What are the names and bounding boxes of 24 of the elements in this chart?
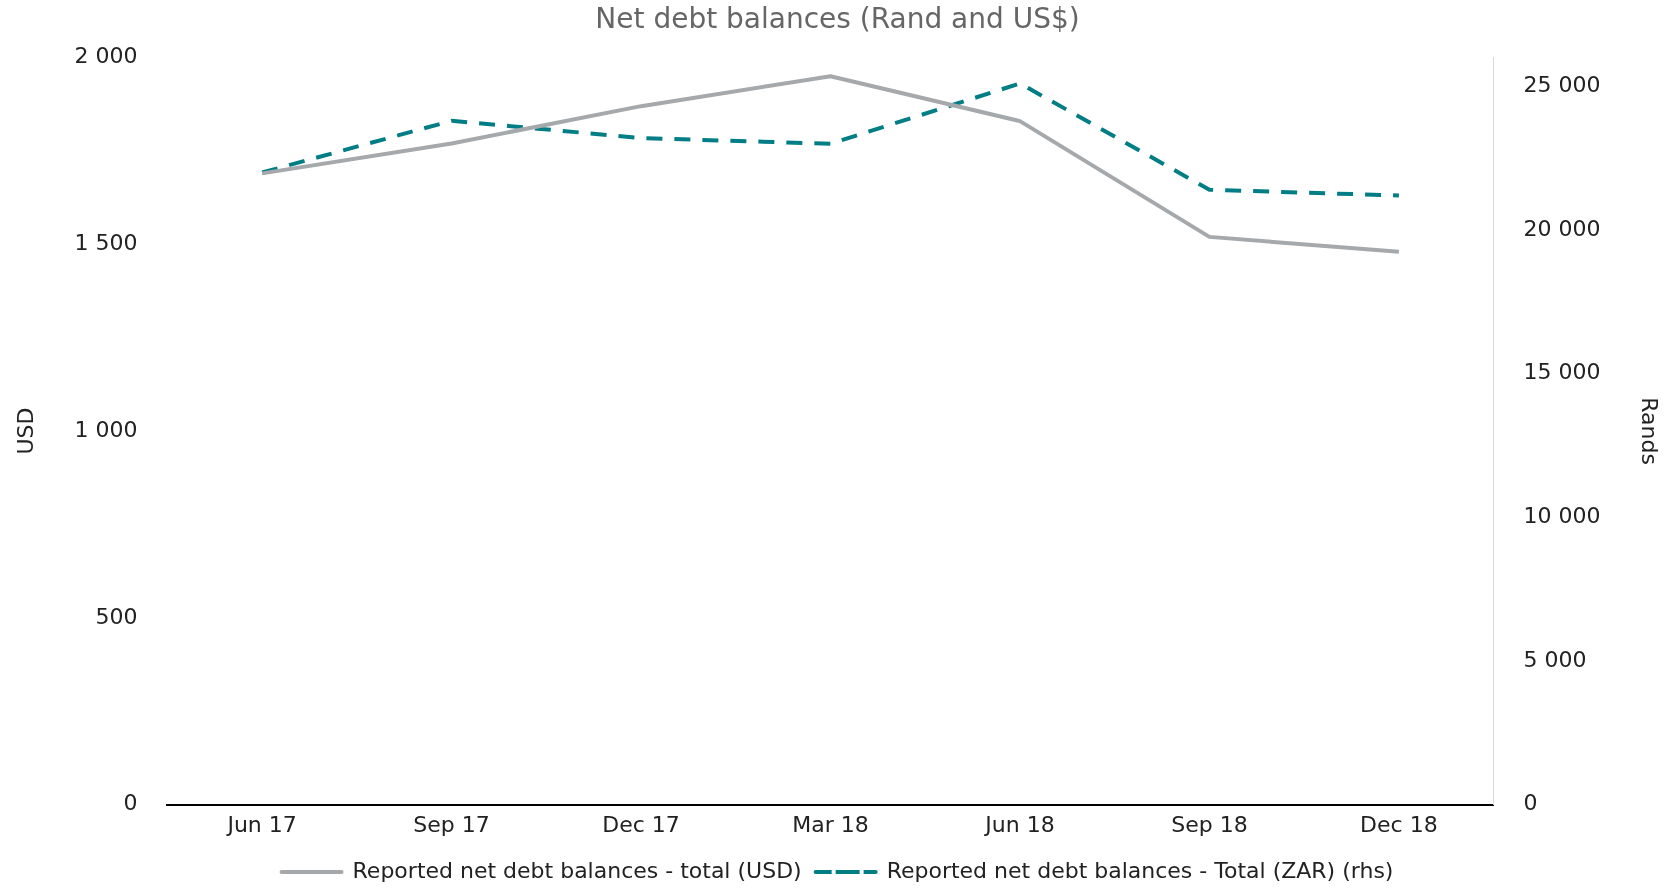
y2-tick-label: 10 000 [1523,503,1601,529]
x-tick-label: Dec 17 [602,811,680,837]
x-tick-label: Jun 17 [225,811,297,837]
y2-tick-label: 25 000 [1523,72,1601,98]
x-tick-label: Sep 18 [1171,811,1248,837]
y-tick-label: 2 000 [74,43,138,69]
x-tick-label: Jun 18 [983,811,1055,837]
legend-label: Reported net debt balances - total (USD) [352,857,802,883]
chart-title: Net debt balances (Rand and US$) [595,2,1080,36]
y2-tick-label: 5 000 [1523,646,1587,672]
legend-label: Reported net debt balances - Total (ZAR) (rhs) [886,857,1394,883]
y-axis-title: USD [12,407,38,455]
y-tick-label: 1 500 [74,230,138,256]
y2-axis-title: Rands [1637,397,1663,465]
y2-tick-label: 15 000 [1523,359,1601,385]
line-series [260,81,1401,198]
x-tick-label: Mar 18 [792,811,869,837]
y-tick-label: 500 [95,603,138,629]
x-tick-label: Dec 18 [1360,811,1438,837]
x-tick-label: Sep 17 [413,811,490,837]
y2-tick-label: 0 [1523,790,1538,816]
y-tick-label: 0 [123,790,138,816]
y-tick-label: 1 000 [74,416,138,442]
y2-tick-label: 20 000 [1523,215,1601,241]
